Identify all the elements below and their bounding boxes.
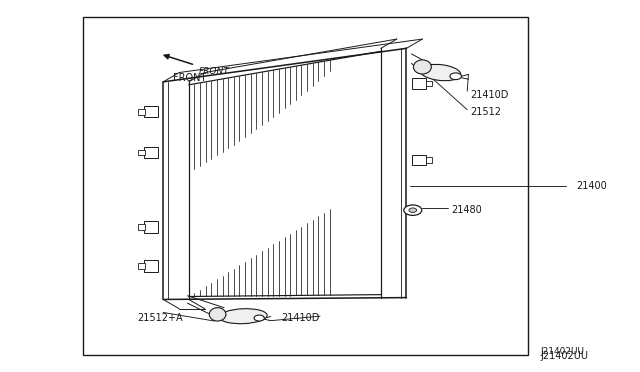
Text: FRONT: FRONT xyxy=(173,73,206,83)
Ellipse shape xyxy=(413,60,431,74)
Text: 21410D: 21410D xyxy=(470,90,509,100)
Ellipse shape xyxy=(209,308,226,321)
Bar xyxy=(412,78,426,89)
Bar xyxy=(144,221,158,232)
Ellipse shape xyxy=(220,309,267,324)
Circle shape xyxy=(450,73,461,80)
Bar xyxy=(138,109,145,115)
Bar xyxy=(144,260,158,272)
Bar xyxy=(426,157,432,163)
Bar xyxy=(138,224,145,230)
Bar xyxy=(426,81,432,86)
Text: 21512: 21512 xyxy=(470,107,501,116)
Bar xyxy=(138,150,145,155)
Circle shape xyxy=(404,205,422,215)
Circle shape xyxy=(409,208,417,212)
Text: J21402UU: J21402UU xyxy=(541,347,585,356)
Bar xyxy=(144,147,158,158)
Text: J21402UU: J21402UU xyxy=(541,352,589,361)
Bar xyxy=(144,106,158,117)
Text: 21480: 21480 xyxy=(451,205,482,215)
Text: 21410D: 21410D xyxy=(282,313,320,323)
Text: FRONT: FRONT xyxy=(198,67,229,76)
Text: 21400: 21400 xyxy=(576,181,607,191)
Bar xyxy=(83,17,528,355)
Text: 21512+A: 21512+A xyxy=(138,313,183,323)
Bar xyxy=(412,155,426,165)
Ellipse shape xyxy=(420,64,461,81)
Circle shape xyxy=(254,315,264,321)
Bar xyxy=(138,263,145,269)
